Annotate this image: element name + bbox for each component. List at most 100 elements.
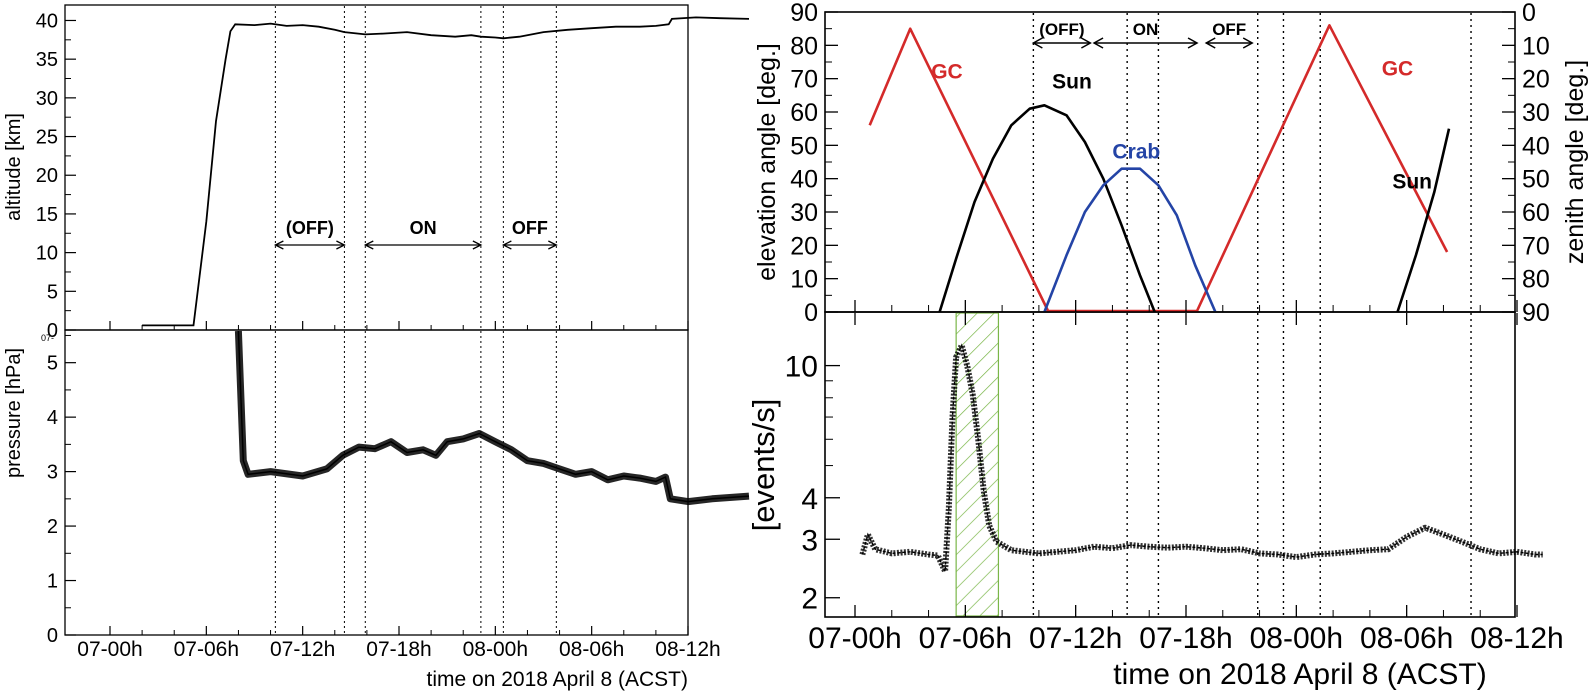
rate-y-tick-label: 4: [801, 483, 818, 516]
period-label: (OFF): [1039, 20, 1084, 39]
altitude-y-axis-label: altitude [km]: [3, 113, 25, 221]
period-arrow-head-left: [501, 240, 512, 250]
rate-panel: 2 3 4 10 [events/s] 07-00h 07-06h 07-12h 07-18…: [746, 300, 1564, 691]
pressure-y-ticks: 0 1 2 3 4 5: [47, 334, 76, 647]
crab-elevation-curve: [1043, 167, 1217, 313]
elevation-y-tick-label: 10: [790, 266, 818, 294]
right-x-tick-label: 08-06h: [1360, 622, 1453, 655]
altitude-panel: 0 5 10 15 20 25 30 35 40 (OFF) ON OFF altitude [km…: [3, 4, 750, 342]
elevation-y-tick-label: 60: [790, 99, 818, 127]
elevation-y-tick-label: 50: [790, 132, 818, 160]
elevation-series: [868, 24, 1451, 313]
series-label: Sun: [1392, 171, 1432, 194]
zenith-y-tick-label: 80: [1522, 266, 1550, 294]
left-x-axis-label: time on 2018 April 8 (ACST): [427, 668, 688, 691]
pressure-series-line: [234, 330, 750, 506]
period-label: ON: [410, 218, 437, 238]
elevation-y-tick-label: 80: [790, 32, 818, 60]
period-label: ON: [1133, 20, 1159, 39]
series-label: Sun: [1052, 71, 1092, 94]
altitude-y-ticks: 0 5 10 15 20 25 30 35 40: [36, 10, 76, 342]
altitude-y-tick-label: 5: [47, 281, 58, 303]
altitude-period-lines: [274, 6, 557, 329]
right-x-tick-label: 08-12h: [1470, 622, 1563, 655]
pressure-y-tick-label: 2: [47, 516, 58, 538]
gc-elevation-curve: [868, 24, 1449, 313]
altitude-y-tick-label: 15: [36, 204, 58, 226]
right-x-tick-label: 07-12h: [1029, 622, 1122, 655]
period-arrow-head-left: [1204, 37, 1216, 49]
elevation-y-tick-label: 30: [790, 199, 818, 227]
right-x-ticks: 07-00h 07-06h 07-12h 07-18h 08-00h 08-06h 08-1…: [808, 300, 1564, 655]
elevation-series-labels: GC Sun Crab GC Sun: [931, 57, 1432, 193]
zenith-y-tick-label: 90: [1522, 299, 1550, 327]
period-label: OFF: [512, 218, 548, 238]
rate-y-ticks: 2 3 4 10: [785, 351, 840, 616]
zenith-y-tick-label: 60: [1522, 199, 1550, 227]
altitude-period-markers: (OFF) ON OFF: [273, 218, 558, 250]
elevation-period-lines: [1032, 13, 1472, 311]
altitude-y-tick-label: 10: [36, 243, 58, 265]
right-x-tick-label: 07-06h: [919, 622, 1012, 655]
pressure-series-core: [237, 330, 750, 503]
left-x-tick-label: 07-00h: [77, 638, 142, 661]
altitude-series-line: [142, 16, 750, 327]
period-arrow-head-left: [1031, 37, 1043, 49]
altitude-y-tick-label: 20: [36, 165, 58, 187]
rate-y-axis-label: [events/s]: [746, 399, 781, 532]
left-x-ticks: 07-00h 07-06h 07-12h 07-18h 08-00h 08-06h 08-1…: [77, 321, 721, 661]
pressure-y-axis-label: pressure [hPa]: [3, 348, 25, 478]
altitude-plot-frame: [64, 4, 689, 331]
pressure-y-tick-label: 4: [47, 407, 58, 429]
period-arrow-head-right: [548, 240, 558, 250]
period-arrow-head-right: [336, 240, 346, 250]
rate-series-core: [861, 343, 1543, 572]
zenith-y-tick-label: 40: [1522, 132, 1550, 160]
pressure-plot-frame: [64, 329, 689, 636]
left-x-tick-label: 07-12h: [270, 638, 335, 661]
right-x-axis-label: time on 2018 April 8 (ACST): [1113, 658, 1487, 691]
period-arrow-head-right: [1081, 37, 1092, 49]
period-arrow-head-right: [472, 240, 483, 250]
zenith-y-tick-label: 70: [1522, 232, 1550, 260]
period-arrow-head-left: [363, 240, 374, 250]
zenith-y-axis-label: zenith angle [deg.]: [1561, 60, 1589, 264]
left-x-tick-label: 07-06h: [174, 638, 239, 661]
pressure-y-tick-label: 3: [47, 462, 58, 484]
rate-y-tick-label: 10: [785, 351, 818, 384]
left-x-tick-label: 08-06h: [559, 638, 624, 661]
altitude-y-tick-label: 30: [36, 88, 58, 110]
series-label: GC: [1382, 57, 1414, 80]
left-x-tick-label: 07-18h: [366, 638, 431, 661]
period-label: (OFF): [286, 218, 334, 238]
elevation-y-tick-label: 20: [790, 232, 818, 260]
elevation-y-tick-label: 70: [790, 66, 818, 94]
pressure-y-tick-label: 1: [47, 571, 58, 593]
elevation-y-axis-label: elevation angle [deg.]: [753, 43, 781, 281]
altitude-y-tick-label: 25: [36, 127, 58, 149]
elevation-period-markers: (OFF) ON OFF: [1031, 20, 1254, 49]
period-arrow-head-left: [1092, 37, 1104, 49]
zenith-y-tick-label: 30: [1522, 99, 1550, 127]
altitude-y-tick-label: 0: [47, 320, 58, 342]
left-x-tick-label: 08-12h: [655, 638, 720, 661]
pressure-corner-label: 07-: [41, 333, 54, 343]
rate-plot-frame: [824, 311, 1516, 618]
period-arrow-head-right: [1187, 37, 1199, 49]
zenith-y-tick-label: 0: [1522, 0, 1536, 27]
elevation-y-tick-label: 0: [804, 299, 818, 327]
altitude-y-tick-label: 35: [36, 49, 58, 71]
left-x-tick-label: 08-00h: [463, 638, 528, 661]
elevation-y-tick-label: 90: [790, 0, 818, 27]
rate-period-lines: [1032, 313, 1472, 616]
sun-elevation-curve-2: [1396, 128, 1451, 313]
pressure-y-tick-label: 5: [47, 353, 58, 375]
rate-y-tick-label: 3: [801, 524, 818, 557]
right-x-tick-label: 08-00h: [1250, 622, 1343, 655]
period-arrow-head-right: [1242, 37, 1254, 49]
zenith-y-tick-label: 20: [1522, 66, 1550, 94]
elevation-y-ticks: 0 10 20 30 40 50 60 70 80 90: [790, 0, 838, 327]
